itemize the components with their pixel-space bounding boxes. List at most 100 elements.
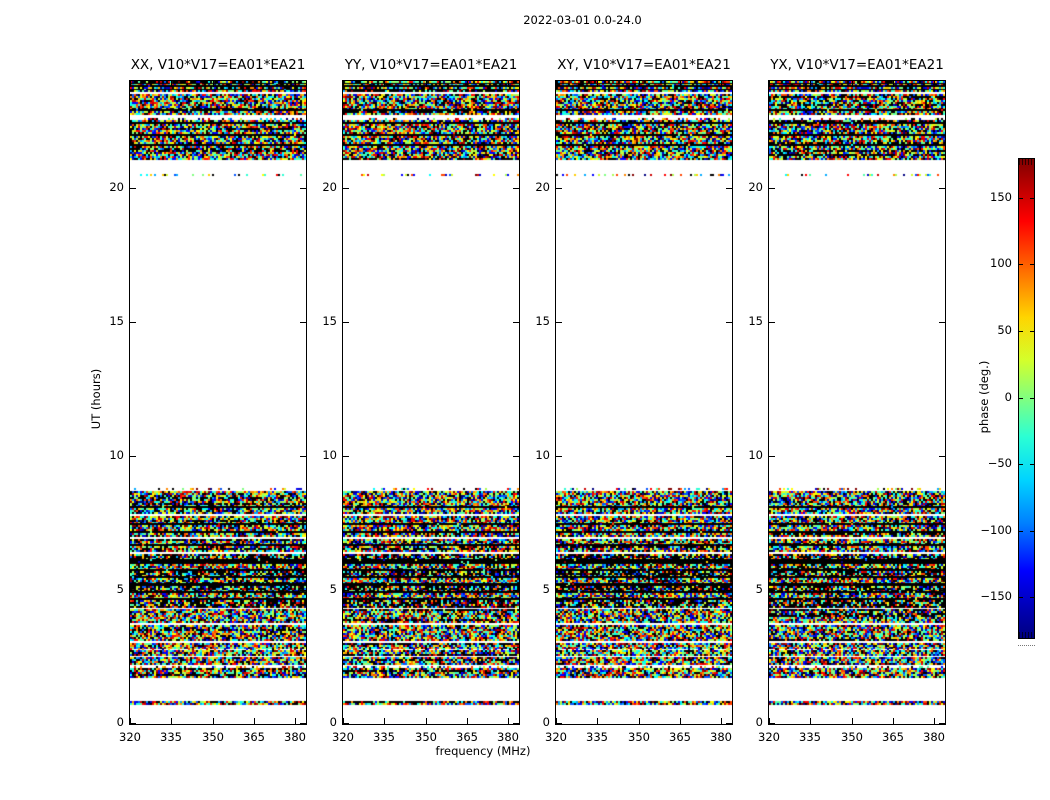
y-tick-label: 15 <box>535 314 550 328</box>
x-tick-mark <box>769 81 770 87</box>
x-tick-label: 335 <box>586 730 608 744</box>
y-tick-label: 5 <box>116 582 124 596</box>
phase-heatmap-canvas-yx <box>769 81 945 724</box>
y-tick-label: 5 <box>542 582 550 596</box>
x-tick-mark <box>130 81 131 87</box>
y-axis-label: UT (hours) <box>89 368 103 430</box>
y-tick-mark <box>513 188 519 189</box>
y-tick-mark <box>130 322 136 323</box>
phase-heatmap-canvas-xx <box>130 81 306 724</box>
y-tick-mark <box>130 188 136 189</box>
x-tick-label: 335 <box>160 730 182 744</box>
y-tick-mark <box>769 590 775 591</box>
y-tick-label: 10 <box>322 448 337 462</box>
y-tick-mark <box>769 322 775 323</box>
x-tick-mark <box>893 81 894 87</box>
heatmap-panel-xx: XX, V10*V17=EA01*EA21 320 335 350 365 380 0 5 1… <box>109 57 307 744</box>
colorbar <box>1018 158 1035 639</box>
x-tick-mark <box>426 718 427 724</box>
x-tick-mark <box>384 81 385 87</box>
y-tick-label: 0 <box>329 715 337 729</box>
x-tick-mark <box>852 718 853 724</box>
y-tick-mark <box>300 322 306 323</box>
colorbar-tick-mark <box>1019 464 1023 465</box>
y-tick-mark <box>343 188 349 189</box>
colorbar-tick-label: 50 <box>997 323 1012 337</box>
x-tick-mark <box>213 718 214 724</box>
x-tick-mark <box>810 81 811 87</box>
heatmap-panel-yy: YY, V10*V17=EA01*EA21 320 335 350 365 380 0 5 1… <box>322 57 520 744</box>
phase-heatmap-canvas-yy <box>343 81 519 724</box>
x-tick-mark <box>343 81 344 87</box>
colorbar-tick-mark <box>1030 198 1034 199</box>
x-tick-label: 350 <box>841 730 863 744</box>
panel-title-yy: YY, V10*V17=EA01*EA21 <box>344 57 518 73</box>
x-tick-mark <box>680 81 681 87</box>
colorbar-tick-mark <box>1019 264 1023 265</box>
y-tick-label: 15 <box>748 314 763 328</box>
colorbar-tick-label: −150 <box>980 589 1012 603</box>
y-tick-mark <box>726 322 732 323</box>
y-tick-label: 10 <box>109 448 124 462</box>
y-tick-label: 20 <box>748 180 763 194</box>
x-tick-mark <box>508 81 509 87</box>
colorbar-tick-mark <box>1019 597 1023 598</box>
x-tick-label: 365 <box>669 730 691 744</box>
colorbar-tick-mark <box>1030 531 1034 532</box>
x-tick-label: 380 <box>923 730 945 744</box>
y-tick-mark <box>726 723 732 724</box>
y-tick-mark <box>556 322 562 323</box>
y-tick-mark <box>343 590 349 591</box>
x-tick-label: 320 <box>758 730 780 744</box>
x-tick-mark <box>508 718 509 724</box>
x-tick-mark <box>295 81 296 87</box>
panel-title-xy: XY, V10*V17=EA01*EA21 <box>557 57 731 73</box>
x-tick-mark <box>852 81 853 87</box>
x-tick-label: 350 <box>202 730 224 744</box>
y-tick-mark <box>939 322 945 323</box>
x-tick-mark <box>384 718 385 724</box>
x-tick-mark <box>254 718 255 724</box>
x-tick-mark <box>769 718 770 724</box>
x-tick-label: 350 <box>415 730 437 744</box>
colorbar-bottom-dots <box>1018 645 1035 646</box>
y-tick-label: 0 <box>755 715 763 729</box>
x-tick-label: 365 <box>456 730 478 744</box>
y-tick-mark <box>513 456 519 457</box>
y-tick-mark <box>939 456 945 457</box>
colorbar-tick-label: −100 <box>980 523 1012 537</box>
x-tick-mark <box>556 81 557 87</box>
y-tick-mark <box>343 456 349 457</box>
y-tick-mark <box>130 590 136 591</box>
x-tick-mark <box>254 81 255 87</box>
colorbar-bottom-hatch <box>1019 632 1034 638</box>
x-tick-label: 320 <box>332 730 354 744</box>
x-axis-label: frequency (MHz) <box>435 744 531 758</box>
colorbar-tick-label: −50 <box>987 456 1012 470</box>
colorbar-tick-mark <box>1030 398 1034 399</box>
colorbar-tick-mark <box>1030 464 1034 465</box>
y-tick-mark <box>343 322 349 323</box>
x-tick-label: 365 <box>243 730 265 744</box>
y-tick-label: 5 <box>755 582 763 596</box>
heatmap-panel-xy: XY, V10*V17=EA01*EA21 320 335 350 365 380 0 5 1… <box>535 57 733 744</box>
y-tick-mark <box>513 590 519 591</box>
x-tick-label: 320 <box>119 730 141 744</box>
colorbar-tick-mark <box>1030 264 1034 265</box>
heatmap-panel-yx: YX, V10*V17=EA01*EA21 320 335 350 365 380 0 5 1… <box>748 57 946 744</box>
y-tick-mark <box>769 456 775 457</box>
x-tick-label: 365 <box>882 730 904 744</box>
y-tick-mark <box>939 188 945 189</box>
x-tick-label: 380 <box>710 730 732 744</box>
y-tick-label: 20 <box>535 180 550 194</box>
x-tick-mark <box>467 81 468 87</box>
x-tick-mark <box>721 718 722 724</box>
y-tick-label: 0 <box>116 715 124 729</box>
y-tick-mark <box>300 188 306 189</box>
x-tick-mark <box>639 81 640 87</box>
x-tick-mark <box>597 81 598 87</box>
x-tick-mark <box>556 718 557 724</box>
x-tick-mark <box>343 718 344 724</box>
panel-title-yx: YX, V10*V17=EA01*EA21 <box>770 57 944 73</box>
